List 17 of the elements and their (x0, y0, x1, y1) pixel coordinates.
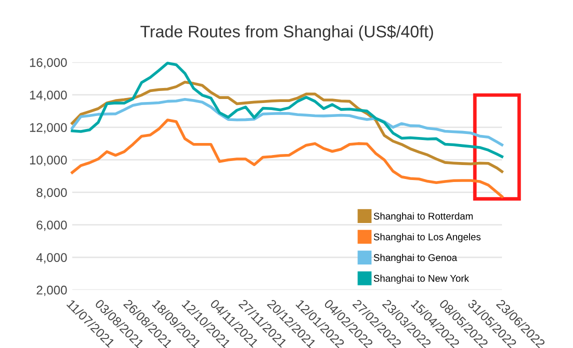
y-tick-label: 8,000 (36, 188, 67, 198)
line-series (70, 118, 504, 198)
line-series (70, 80, 504, 173)
y-tick-label: 2,000 (36, 286, 67, 296)
line-series (70, 98, 504, 146)
legend-label: Shanghai to Genoa (374, 254, 458, 263)
legend-label: Shanghai to New York (374, 274, 470, 284)
line-series (70, 62, 504, 158)
y-tick-label: 6,000 (36, 220, 67, 231)
chart-title: Trade Routes from Shanghai (US$/40ft) (140, 24, 434, 41)
y-tick-label: 12,000 (30, 123, 67, 134)
legend-label: Shanghai to Los Angeles (374, 233, 481, 242)
y-tick-label: 4,000 (36, 253, 67, 264)
y-tick-label: 16,000 (30, 58, 67, 68)
y-tick-label: 10,000 (30, 156, 67, 166)
legend-label: Shanghai to Rotterdam (374, 212, 473, 222)
y-tick-label: 14,000 (30, 90, 67, 101)
